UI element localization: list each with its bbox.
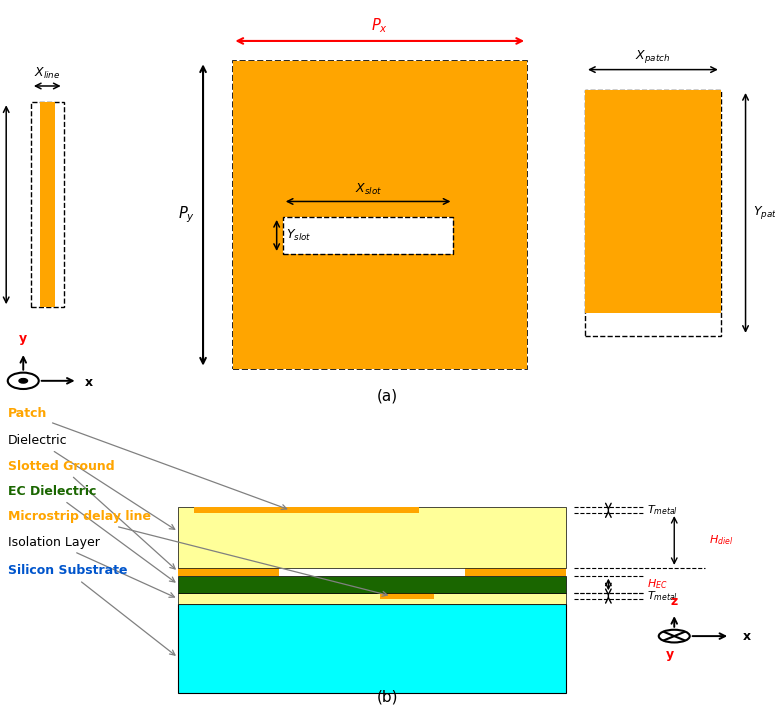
- Bar: [178, 604, 566, 693]
- Text: Patch: Patch: [8, 407, 287, 510]
- Bar: [232, 61, 527, 369]
- Bar: [283, 217, 453, 254]
- Text: EC Dielectric: EC Dielectric: [8, 485, 175, 582]
- Text: Silicon Substrate: Silicon Substrate: [8, 565, 175, 655]
- Text: $X_{patch}$: $X_{patch}$: [636, 48, 670, 65]
- Text: Microstrip delay line: Microstrip delay line: [8, 510, 388, 597]
- Text: Isolation Layer: Isolation Layer: [8, 536, 174, 597]
- Text: $X_{slot}$: $X_{slot}$: [354, 181, 382, 196]
- Text: $X_{line}$: $X_{line}$: [34, 66, 60, 81]
- Bar: [380, 593, 434, 599]
- Bar: [585, 90, 721, 336]
- Bar: [178, 593, 566, 604]
- Bar: [194, 508, 418, 513]
- Text: $Y_{slot}$: $Y_{slot}$: [286, 228, 312, 243]
- Text: $Y_{patch}$: $Y_{patch}$: [753, 205, 775, 222]
- Bar: [178, 576, 566, 593]
- Text: Dielectric: Dielectric: [8, 434, 174, 530]
- Text: $P_x$: $P_x$: [371, 16, 388, 35]
- Text: Slotted Ground: Slotted Ground: [8, 460, 175, 569]
- Text: (a): (a): [377, 388, 398, 403]
- Bar: [31, 102, 64, 307]
- Bar: [585, 90, 721, 313]
- Bar: [178, 568, 279, 576]
- Text: (b): (b): [377, 690, 398, 705]
- Bar: [40, 102, 54, 307]
- Text: $H_{diel}$: $H_{diel}$: [709, 534, 733, 547]
- Text: x: x: [85, 376, 93, 390]
- Text: $H_{EC}$: $H_{EC}$: [647, 578, 668, 592]
- Text: z: z: [670, 594, 678, 607]
- Circle shape: [19, 378, 28, 383]
- Text: $P_y$: $P_y$: [178, 205, 195, 225]
- Text: x: x: [742, 630, 750, 642]
- Bar: [465, 568, 566, 576]
- Text: $T_{metal}$: $T_{metal}$: [647, 590, 678, 603]
- Bar: [178, 508, 566, 568]
- Text: y: y: [666, 648, 674, 662]
- Text: y: y: [19, 332, 27, 345]
- Bar: [283, 217, 453, 254]
- Text: $T_{metal}$: $T_{metal}$: [647, 503, 678, 517]
- Bar: [232, 61, 527, 369]
